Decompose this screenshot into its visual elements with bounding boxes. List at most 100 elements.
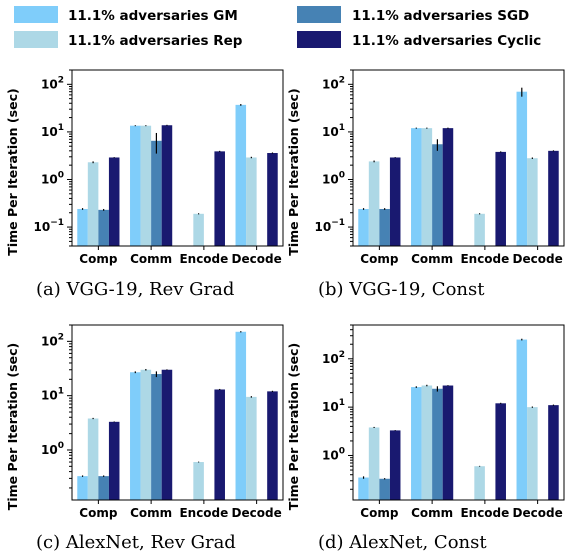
bar-encode-s1 xyxy=(193,462,204,500)
bar-decode-s0 xyxy=(516,339,528,500)
x-tick-label: Decode xyxy=(232,252,282,266)
bar-comm-s2 xyxy=(151,374,162,500)
bar-decode-s1 xyxy=(527,407,538,500)
bar-comp-s3 xyxy=(108,421,120,500)
bar-comm-s3 xyxy=(442,385,454,500)
bar-comp-s1 xyxy=(87,418,99,500)
panel-caption: (a) VGG-19, Rev Grad xyxy=(36,279,234,300)
legend-item-rep: 11.1% adversaries Rep xyxy=(14,31,243,49)
x-tick-label: Comm xyxy=(411,252,453,266)
bar-decode-s1 xyxy=(246,396,257,500)
bar-comm-s0 xyxy=(130,125,141,246)
chart-panel-1: 10−1 100 101 102 Comp Comm Encode Decode Time Pe… xyxy=(286,69,565,300)
bar-comm-s3 xyxy=(161,369,173,500)
bar-comp-s1 xyxy=(87,162,99,246)
y-axis-label: Time Per Iteration (sec) xyxy=(286,88,301,255)
x-tick-label: Comp xyxy=(79,506,118,520)
legend-swatch-sgd xyxy=(297,6,341,23)
bar-encode-s3 xyxy=(495,151,506,246)
bar-comp-s3 xyxy=(108,157,120,246)
bar-comm-s3 xyxy=(161,125,173,246)
legend-label-gm: 11.1% adversaries GM xyxy=(68,8,238,24)
bar-comm-s1 xyxy=(140,369,152,500)
legend-swatch-rep xyxy=(14,31,58,48)
bar-comm-s3 xyxy=(442,128,454,246)
x-tick-label: Encode xyxy=(179,252,228,266)
bar-decode-s0 xyxy=(516,91,528,247)
x-tick-label: Encode xyxy=(179,506,228,520)
x-tick-label: Comm xyxy=(130,252,172,266)
legend: 11.1% adversaries GM 11.1% adversaries S… xyxy=(14,6,541,49)
bar-encode-s1 xyxy=(474,466,485,500)
bar-comp-s0 xyxy=(77,476,88,500)
x-tick-label: Encode xyxy=(460,252,509,266)
y-tick-label: 102 xyxy=(41,75,64,91)
bar-comm-s2 xyxy=(151,140,162,246)
y-tick-label: 102 xyxy=(322,350,345,366)
chart-panel-0: 10−1 100 101 102 Comp Comm Encode Decode Time Pe… xyxy=(5,69,284,300)
chart-panels: 10−1 100 101 102 Comp Comm Encode Decode Time Pe… xyxy=(5,69,565,552)
bar-comm-s1 xyxy=(421,385,433,500)
x-tick-label: Comp xyxy=(360,252,399,266)
bar-comp-s2 xyxy=(98,476,109,500)
bar-encode-s3 xyxy=(214,389,225,500)
panel-caption: (b) VGG-19, Const xyxy=(318,279,485,300)
panel-caption: (d) AlexNet, Const xyxy=(318,532,487,552)
bar-decode-s3 xyxy=(267,153,278,246)
bar-decode-s3 xyxy=(548,150,559,246)
legend-label-rep: 11.1% adversaries Rep xyxy=(68,33,243,49)
y-tick-label: 102 xyxy=(322,75,345,91)
bar-comp-s3 xyxy=(389,430,401,500)
bar-comp-s2 xyxy=(379,208,390,246)
bar-encode-s1 xyxy=(474,213,485,246)
axes-frame xyxy=(352,324,565,501)
x-tick-label: Decode xyxy=(232,506,282,520)
y-tick-label: 102 xyxy=(41,332,64,348)
x-tick-label: Comp xyxy=(360,506,399,520)
bar-comp-s3 xyxy=(389,157,401,246)
bar-comp-s1 xyxy=(368,427,380,500)
chart-panel-3: 100 101 102 Comp Comm Encode Decode Time Per It… xyxy=(286,324,565,552)
bar-comm-s0 xyxy=(411,387,422,500)
bar-decode-s1 xyxy=(246,157,257,246)
bar-decode-s3 xyxy=(548,405,559,500)
bar-encode-s1 xyxy=(193,213,204,246)
legend-label-cyclic: 11.1% adversaries Cyclic xyxy=(352,33,541,49)
bar-comp-s2 xyxy=(379,478,390,500)
y-tick-label: 10−1 xyxy=(314,218,345,234)
legend-label-sgd: 11.1% adversaries SGD xyxy=(352,8,529,24)
bar-comp-s2 xyxy=(98,209,109,246)
bar-comp-s1 xyxy=(368,161,380,246)
y-tick-label: 101 xyxy=(322,398,345,414)
y-tick-label: 101 xyxy=(322,123,345,139)
bar-comm-s2 xyxy=(432,388,443,500)
y-axis-label: Time Per Iteration (sec) xyxy=(5,88,20,255)
bar-encode-s3 xyxy=(214,151,225,246)
bar-comp-s0 xyxy=(77,208,88,246)
y-axis-label: Time Per Iteration (sec) xyxy=(286,343,301,510)
y-axis-label: Time Per Iteration (sec) xyxy=(5,343,20,510)
bar-encode-s3 xyxy=(495,403,506,500)
bar-decode-s0 xyxy=(235,331,247,500)
bar-comm-s1 xyxy=(421,128,433,246)
legend-swatch-cyclic xyxy=(297,31,341,48)
bar-comm-s2 xyxy=(432,144,443,246)
legend-item-sgd: 11.1% adversaries SGD xyxy=(297,6,529,24)
y-tick-label: 100 xyxy=(41,441,64,457)
x-tick-label: Comm xyxy=(411,506,453,520)
y-tick-label: 10−1 xyxy=(33,218,64,234)
y-tick-label: 101 xyxy=(41,123,64,139)
panel-caption: (c) AlexNet, Rev Grad xyxy=(36,532,236,552)
x-tick-label: Comp xyxy=(79,252,118,266)
axes-frame xyxy=(71,69,284,247)
legend-swatch-gm xyxy=(14,6,58,23)
legend-item-cyclic: 11.1% adversaries Cyclic xyxy=(297,31,541,49)
y-tick-label: 101 xyxy=(41,387,64,403)
chart-panel-2: 100 101 102 Comp Comm Encode Decode Time Per It… xyxy=(5,324,284,552)
x-tick-label: Comm xyxy=(130,506,172,520)
bar-comp-s0 xyxy=(358,208,369,246)
x-tick-label: Decode xyxy=(513,252,563,266)
bar-decode-s1 xyxy=(527,158,538,246)
x-tick-label: Encode xyxy=(460,506,509,520)
